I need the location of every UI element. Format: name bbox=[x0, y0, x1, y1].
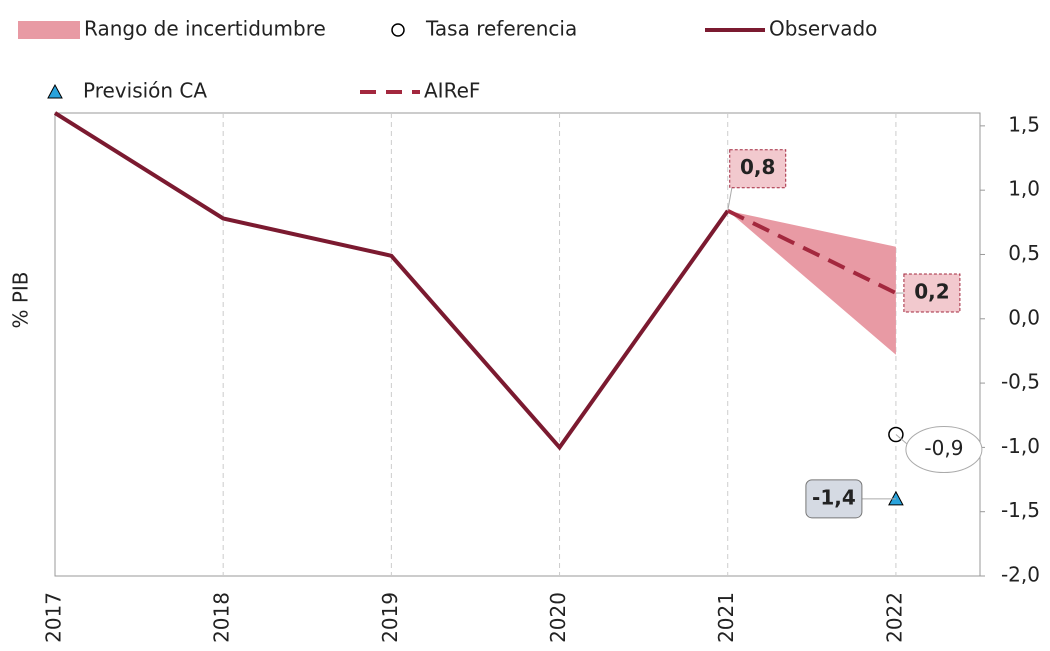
y-tick-label: -1,0 bbox=[1001, 434, 1040, 458]
x-tick-label: 2021 bbox=[714, 592, 738, 643]
legend-swatch bbox=[391, 23, 405, 37]
legend-swatch bbox=[47, 83, 63, 99]
y-tick-label: -1,5 bbox=[1001, 498, 1040, 522]
label-box bbox=[903, 273, 961, 313]
y-tick-label: 1,0 bbox=[1008, 177, 1040, 201]
label-box bbox=[729, 149, 787, 189]
y-tick-label: 1,5 bbox=[1008, 112, 1040, 136]
y-axis-label: % PIB bbox=[9, 271, 33, 328]
data-label: -0,9 bbox=[924, 436, 963, 460]
legend-label: Previsión CA bbox=[83, 79, 207, 103]
line bbox=[726, 208, 897, 295]
legend-swatch bbox=[18, 21, 80, 39]
x-tick-label: 2020 bbox=[546, 592, 570, 643]
legend-label: Observado bbox=[769, 17, 877, 41]
legend-label: Rango de incertidumbre bbox=[84, 17, 326, 41]
legend-label: Tasa referencia bbox=[425, 17, 577, 41]
label-box bbox=[805, 479, 863, 519]
label-box bbox=[905, 426, 983, 474]
y-tick-label: -2,0 bbox=[1001, 563, 1040, 587]
x-tick-label: 2018 bbox=[210, 592, 234, 643]
y-tick-label: -0,5 bbox=[1001, 370, 1040, 394]
uncertainty-band bbox=[727, 210, 896, 355]
data-label: 0,8 bbox=[740, 155, 775, 179]
y-tick-label: 0,0 bbox=[1008, 305, 1040, 329]
data-label: -1,4 bbox=[812, 485, 856, 509]
data-label: 0,2 bbox=[914, 280, 949, 304]
x-tick-label: 2019 bbox=[378, 592, 402, 643]
plot-frame bbox=[54, 112, 981, 577]
x-tick-label: 2017 bbox=[42, 592, 66, 643]
line bbox=[53, 111, 730, 451]
x-tick-label: 2022 bbox=[882, 592, 906, 643]
y-tick-label: 0,5 bbox=[1008, 241, 1040, 265]
legend-label: AIReF bbox=[424, 79, 480, 103]
